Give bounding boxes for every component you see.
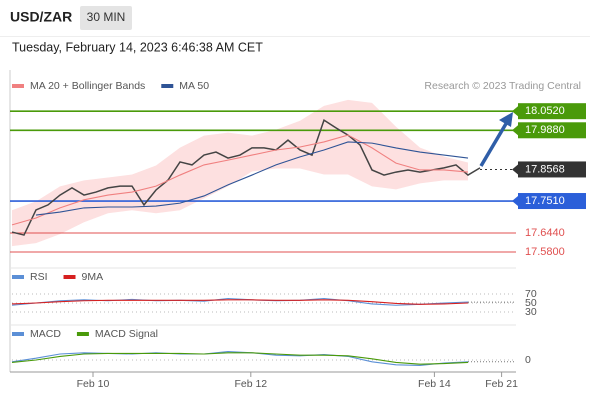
legend-label: MA 20 + Bollinger Bands bbox=[30, 80, 145, 92]
symbol: USD/ZAR bbox=[10, 9, 72, 25]
legend-swatch bbox=[63, 275, 76, 279]
level-label: 17.8568 bbox=[525, 163, 565, 175]
series-line bbox=[11, 352, 469, 365]
x-tick-label: Feb 21 bbox=[485, 378, 518, 390]
legend-swatch bbox=[76, 332, 89, 336]
level-box bbox=[518, 193, 586, 210]
y-tick-label: 50 bbox=[525, 297, 537, 309]
level-label: 17.7510 bbox=[525, 195, 565, 207]
level-label: 17.5800 bbox=[525, 246, 565, 258]
level-box bbox=[518, 122, 586, 139]
bollinger-band bbox=[12, 99, 468, 247]
divider bbox=[0, 36, 590, 37]
interval-button[interactable] bbox=[80, 6, 132, 30]
legend-swatch bbox=[12, 275, 24, 279]
level-pointer bbox=[512, 106, 518, 117]
forecast-arrow bbox=[479, 121, 509, 167]
x-tick-label: Feb 14 bbox=[418, 378, 451, 390]
level-box bbox=[518, 103, 586, 120]
level-box bbox=[518, 161, 586, 178]
forecast-arrowhead bbox=[499, 112, 513, 127]
interval-label[interactable]: 30 MIN bbox=[87, 10, 126, 24]
y-tick-label: 0 bbox=[525, 354, 531, 366]
y-tick-label: 70 bbox=[525, 288, 537, 300]
level-label: 17.9880 bbox=[525, 124, 565, 136]
legend-label: MA 50 bbox=[179, 80, 209, 92]
legend-label: MACD Signal bbox=[95, 328, 158, 340]
series-line bbox=[11, 118, 481, 236]
level-label: 18.0520 bbox=[525, 105, 565, 117]
series-line bbox=[11, 299, 469, 305]
legend-swatch bbox=[12, 332, 24, 336]
level-pointer bbox=[512, 196, 518, 207]
level-pointer bbox=[512, 164, 518, 175]
y-tick-label: 30 bbox=[525, 306, 537, 318]
x-tick-label: Feb 10 bbox=[77, 378, 110, 390]
series-line bbox=[11, 351, 469, 366]
legend-label: MACD bbox=[30, 328, 61, 340]
series-line bbox=[35, 141, 469, 216]
series-line bbox=[11, 134, 469, 226]
legend-swatch bbox=[161, 84, 174, 88]
x-tick-label: Feb 12 bbox=[234, 378, 267, 390]
level-label: 17.6440 bbox=[525, 227, 565, 239]
legend-label: 9MA bbox=[82, 271, 104, 283]
series-line bbox=[11, 297, 469, 306]
legend-label: RSI bbox=[30, 271, 48, 283]
datetime: Tuesday, February 14, 2023 6:46:38 AM CE… bbox=[12, 40, 263, 54]
level-pointer bbox=[512, 125, 518, 136]
chart-layer: 18.0520 17.9880 17.8568 17.7510 17.6440 17.58… bbox=[10, 80, 586, 390]
legend-swatch bbox=[12, 84, 24, 88]
source: Research © 2023 Trading Central bbox=[424, 80, 581, 92]
